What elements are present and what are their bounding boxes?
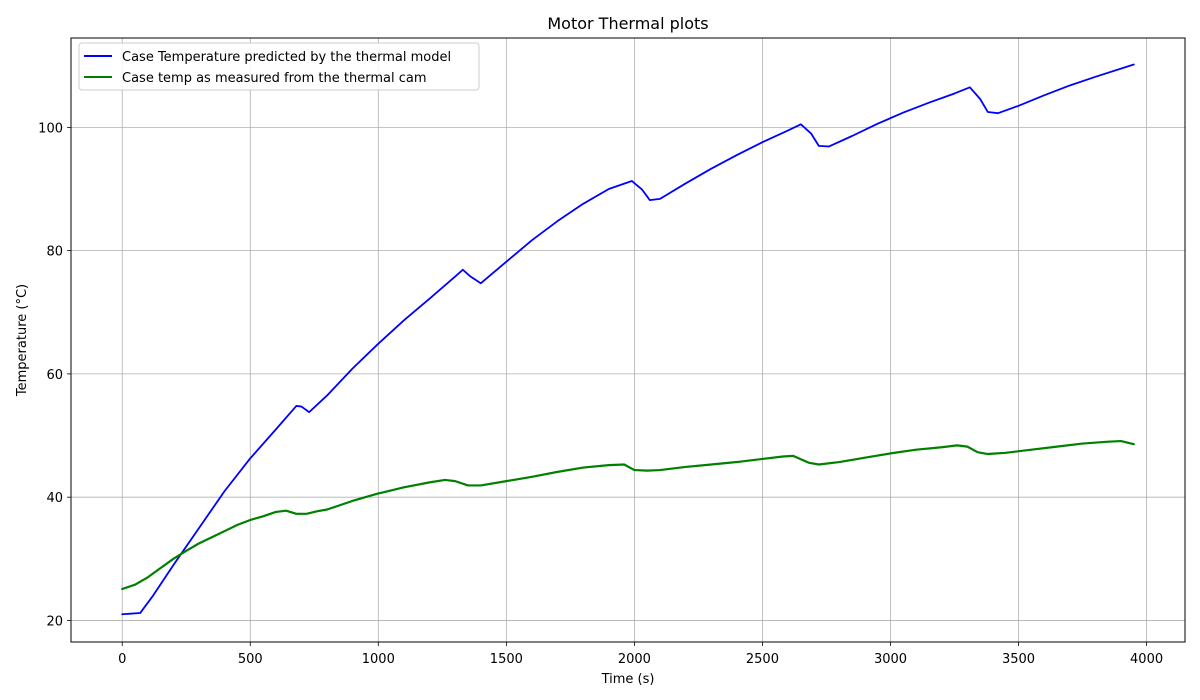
y-axis: 20 40 60 80 100: [38, 121, 71, 629]
x-tick-label: 2500: [746, 652, 779, 667]
y-tick-label: 60: [46, 368, 63, 383]
x-grid: [121, 38, 1147, 642]
x-tick-label: 1000: [362, 652, 395, 667]
y-tick-label: 80: [46, 245, 63, 260]
y-axis-label: Temperature (°C): [15, 284, 30, 397]
legend: Case Temperature predicted by the therma…: [78, 42, 480, 91]
x-tick-label: 3500: [1002, 652, 1035, 667]
series-line-measured: [121, 439, 1135, 591]
legend-label-predicted: Case Temperature predicted by the therma…: [122, 50, 451, 65]
series-layer: [121, 63, 1135, 616]
legend-box: [78, 42, 480, 91]
y-tick-label: 20: [46, 614, 63, 629]
legend-label-measured: Case temp as measured from the thermal c…: [122, 71, 427, 86]
plot-area: [71, 38, 1185, 642]
x-tick-label: 2000: [618, 652, 651, 667]
x-axis: 0 500 1000 1500 2000 2500 3000 3500 4000: [118, 642, 1163, 667]
x-axis-label: Time (s): [601, 672, 655, 687]
plot-frame: [70, 37, 1186, 643]
x-tick-label: 3000: [874, 652, 907, 667]
x-tick-label: 1500: [490, 652, 523, 667]
x-tick-label: 0: [118, 652, 126, 667]
y-tick-label: 100: [38, 121, 63, 136]
y-tick-label: 40: [46, 491, 63, 506]
x-tick-label: 4000: [1130, 652, 1163, 667]
series-line-predicted: [121, 63, 1135, 616]
y-grid: [71, 126, 1185, 621]
chart-title: Motor Thermal plots: [547, 14, 708, 33]
x-tick-label: 500: [238, 652, 263, 667]
